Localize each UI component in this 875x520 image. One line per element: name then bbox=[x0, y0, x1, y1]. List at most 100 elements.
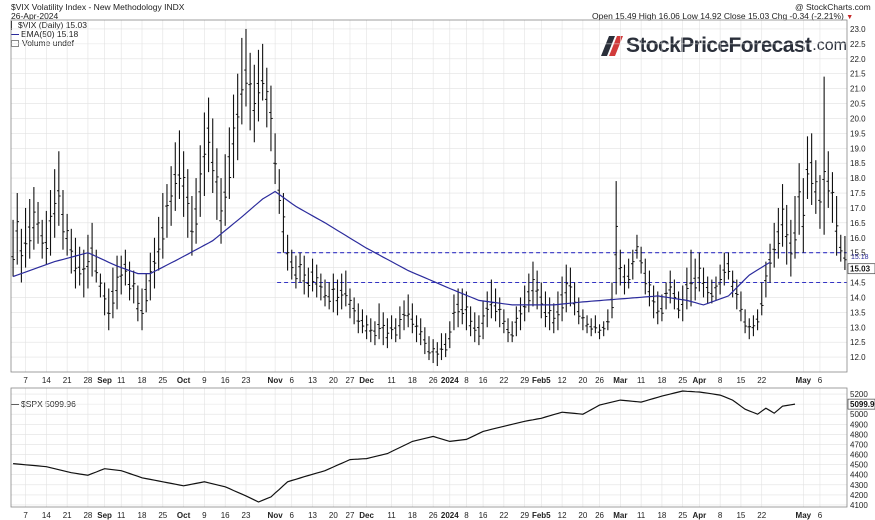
vix-ohlc-bar bbox=[805, 136, 810, 199]
vix-ohlc-bar bbox=[36, 201, 40, 244]
vix-ohlc-bar bbox=[240, 37, 244, 125]
vix-ohlc-bar bbox=[223, 154, 227, 226]
vix-ohlc-bar bbox=[506, 318, 510, 343]
vix-ohlc-bar bbox=[264, 67, 269, 128]
brand-tld: .com bbox=[812, 37, 847, 54]
vix-ohlc-bar bbox=[418, 318, 423, 346]
spx-x-tick-label: 18 bbox=[657, 511, 666, 520]
spx-x-tick-label: 8 bbox=[464, 511, 469, 520]
ohlc-values: Open 15.49 High 16.06 Low 14.92 Close 15… bbox=[592, 11, 844, 21]
spx-x-tick-label: 14 bbox=[42, 511, 51, 520]
vix-ohlc-bar bbox=[809, 133, 814, 205]
vix-ohlc-bar bbox=[281, 193, 286, 253]
spx-x-tick-label: 11 bbox=[387, 511, 396, 520]
vix-ohlc-bar bbox=[136, 285, 140, 322]
vix-close-label: 15.03 bbox=[847, 263, 875, 275]
vix-y-tick-label: 15.5 bbox=[850, 249, 866, 258]
spx-x-tick-label: 20 bbox=[578, 511, 587, 520]
vix-x-tick-label: 6 bbox=[290, 376, 295, 385]
vix-ohlc-bar bbox=[697, 252, 702, 292]
vix-x-tick-label: 13 bbox=[308, 376, 317, 385]
grid-layer bbox=[11, 20, 847, 507]
vix-ohlc-bar bbox=[52, 169, 57, 238]
vix-ohlc-bar bbox=[576, 297, 581, 325]
vix-ohlc-bar bbox=[144, 273, 148, 313]
vix-y-tick-label: 16.5 bbox=[850, 219, 866, 228]
vix-ohlc-bar bbox=[61, 190, 65, 250]
vix-ohlc-bar bbox=[306, 267, 311, 298]
vix-ohlc-bar bbox=[86, 234, 90, 289]
spx-y-tick-label: 4900 bbox=[850, 420, 868, 429]
vix-x-tick-label: 6 bbox=[818, 376, 823, 385]
vix-ohlc-bar bbox=[252, 64, 257, 143]
spx-x-tick-label: 6 bbox=[290, 511, 295, 520]
spx-x-tick-label: 2024 bbox=[441, 511, 459, 520]
vix-x-tick-label: 25 bbox=[158, 376, 167, 385]
vix-ohlc-bar bbox=[543, 291, 548, 328]
data-layer bbox=[11, 28, 847, 503]
spx-x-tick-label: 22 bbox=[757, 511, 766, 520]
vix-ohlc-bar bbox=[219, 178, 223, 244]
vix-ohlc-bar bbox=[801, 178, 806, 253]
vix-x-tick-label: Nov bbox=[268, 376, 284, 385]
vix-ohlc-bar bbox=[635, 234, 639, 259]
vix-ohlc-bar bbox=[40, 219, 44, 259]
ema-line-icon bbox=[11, 34, 19, 36]
spx-x-tick-label: 7 bbox=[23, 511, 28, 520]
vix-ohlc-bar bbox=[547, 297, 552, 331]
vix-ohlc-bar bbox=[111, 267, 115, 319]
legend-vix: $VIX (Daily) 15.03 bbox=[11, 20, 87, 31]
brand-slash-icon bbox=[601, 36, 623, 56]
vix-ohlc-bar bbox=[298, 252, 302, 283]
vix-ohlc-bar bbox=[714, 276, 718, 301]
vix-x-tick-label: Oct bbox=[177, 376, 191, 385]
vix-ohlc-bar bbox=[843, 235, 847, 270]
vix-y-tick-label: 12.0 bbox=[850, 353, 866, 362]
vix-y-tick-label: 20.5 bbox=[850, 100, 866, 109]
spx-y-tick-label: 4600 bbox=[850, 451, 868, 460]
vix-ohlc-bar bbox=[789, 219, 793, 277]
vix-x-tick-label: 11 bbox=[637, 376, 646, 385]
vix-y-tick-label: 17.0 bbox=[850, 204, 866, 213]
vix-ohlc-bar bbox=[626, 258, 631, 289]
spx-y-tick-label: 4200 bbox=[850, 491, 868, 500]
ema50-line bbox=[12, 190, 771, 306]
vix-ohlc-bar bbox=[289, 249, 294, 280]
vix-y-tick-label: 14.0 bbox=[850, 293, 866, 302]
vix-x-tick-label: Sep bbox=[97, 376, 112, 385]
vix-ohlc-bar bbox=[11, 219, 15, 277]
vix-ohlc-bar bbox=[631, 249, 635, 280]
vix-ohlc-bar bbox=[244, 28, 248, 107]
vix-x-tick-label: 11 bbox=[117, 376, 126, 385]
spx-x-tick-label: 11 bbox=[637, 511, 646, 520]
vix-ohlc-bar bbox=[535, 270, 539, 310]
vix-ohlc-bar bbox=[768, 243, 772, 283]
vix-ohlc-bar bbox=[398, 306, 402, 340]
vix-ohlc-bar bbox=[514, 306, 519, 337]
vix-ohlc-bar bbox=[493, 288, 498, 322]
ohlc-readout: Open 15.49 High 16.06 Low 14.92 Close 15… bbox=[592, 11, 853, 23]
vix-ohlc-bar bbox=[156, 216, 161, 271]
vix-ohlc-bar bbox=[314, 264, 319, 298]
vix-ohlc-bar bbox=[131, 270, 136, 304]
down-arrow-icon: ▼ bbox=[846, 14, 854, 21]
vix-ohlc-bar bbox=[352, 297, 356, 325]
spx-x-tick-label: Feb5 bbox=[532, 511, 551, 520]
vix-x-tick-label: 12 bbox=[558, 376, 567, 385]
vix-ohlc-bar bbox=[680, 285, 685, 322]
spx-line bbox=[13, 390, 796, 503]
vix-x-tick-label: 26 bbox=[429, 376, 438, 385]
vix-x-tick-label: 8 bbox=[464, 376, 469, 385]
vix-ohlc-bar bbox=[593, 315, 598, 334]
vix-ohlc-bar bbox=[747, 318, 752, 340]
vix-x-tick-label: 2024 bbox=[441, 376, 459, 385]
copyright: @ StockCharts.com bbox=[795, 2, 871, 12]
spx-x-tick-label: 28 bbox=[83, 511, 92, 520]
vix-ohlc-bar bbox=[468, 306, 473, 337]
vix-ohlc-bar bbox=[32, 187, 36, 250]
vix-y-tick-label: 20.0 bbox=[850, 114, 866, 123]
vix-x-tick-label: Apr bbox=[692, 376, 706, 385]
spx-x-tick-label: 29 bbox=[520, 511, 529, 520]
spx-last-label: 5099.96 bbox=[847, 398, 875, 410]
vix-ohlc-bar bbox=[726, 252, 731, 280]
